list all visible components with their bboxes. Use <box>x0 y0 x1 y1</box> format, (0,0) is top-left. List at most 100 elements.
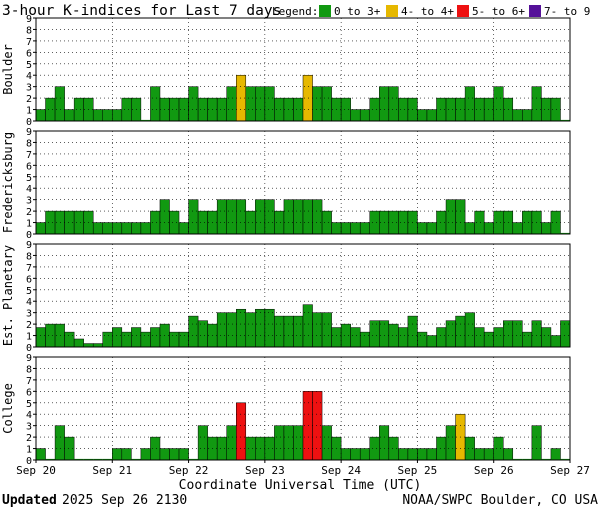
bar <box>531 86 542 122</box>
bar <box>226 86 237 122</box>
bar <box>35 109 46 122</box>
y-tick-label: 3 <box>26 422 32 433</box>
y-tick-label: 9 <box>26 353 32 364</box>
bar <box>236 199 247 235</box>
x-tick-label: Sep 24 <box>321 464 361 477</box>
bar <box>331 222 342 235</box>
bar <box>131 222 142 235</box>
bar <box>321 86 332 122</box>
bar <box>522 109 533 122</box>
bar <box>102 331 113 348</box>
bar <box>121 448 132 461</box>
panel-label: Est. Planetary <box>1 245 15 346</box>
bar <box>483 448 494 461</box>
y-tick-label: 8 <box>26 251 32 262</box>
bar <box>350 109 361 122</box>
y-tick-label: 0 <box>26 230 32 241</box>
bar <box>388 86 399 122</box>
bar <box>245 436 256 461</box>
bar <box>359 448 371 461</box>
bar <box>483 222 494 235</box>
panel-label: Boulder <box>1 44 15 95</box>
legend-item-label: 7- to 9 <box>544 5 590 18</box>
bar <box>436 327 447 348</box>
y-tick-label: 5 <box>26 399 32 410</box>
bar <box>283 425 294 461</box>
bar <box>417 448 428 461</box>
bar <box>112 448 123 461</box>
bar <box>293 97 304 122</box>
bar <box>92 109 104 122</box>
bar <box>541 97 552 122</box>
bar <box>379 320 390 348</box>
x-axis-title: Coordinate Universal Time (UTC) <box>179 478 422 493</box>
bar <box>302 304 313 348</box>
y-tick-label: 7 <box>26 150 32 161</box>
bar <box>455 199 466 235</box>
x-tick-label: Sep 22 <box>169 464 209 477</box>
bar <box>112 109 123 122</box>
bar <box>64 109 75 122</box>
bar <box>73 210 84 235</box>
bar <box>550 448 561 461</box>
bar <box>92 343 104 348</box>
bar <box>503 320 514 348</box>
y-tick-label: 4 <box>26 184 32 195</box>
bar <box>255 199 266 235</box>
y-tick-label: 2 <box>26 320 32 331</box>
y-tick-label: 5 <box>26 173 32 184</box>
bar <box>417 109 428 122</box>
y-tick-label: 6 <box>26 387 32 398</box>
bar <box>159 199 170 235</box>
bar <box>216 97 227 122</box>
bar <box>379 425 390 461</box>
bar <box>464 312 475 348</box>
y-tick-label: 4 <box>26 297 32 308</box>
bar <box>426 222 437 235</box>
bar <box>169 448 180 461</box>
bar <box>264 199 275 235</box>
bar <box>188 86 199 122</box>
bar <box>340 323 351 348</box>
legend-item-label: 4- to 4+ <box>401 5 454 18</box>
bar <box>369 210 380 235</box>
bar <box>45 323 56 348</box>
legend-swatch <box>386 5 398 17</box>
bar <box>407 448 418 461</box>
bar <box>255 86 266 122</box>
bar <box>169 97 180 122</box>
bar <box>398 97 409 122</box>
bar <box>474 448 485 461</box>
bar <box>226 425 237 461</box>
y-tick-label: 7 <box>26 376 32 387</box>
credit-text: NOAA/SWPC Boulder, CO USA <box>402 493 598 508</box>
bar <box>178 222 189 235</box>
bar <box>264 86 275 122</box>
bar <box>274 210 285 235</box>
bar <box>321 425 332 461</box>
bar <box>140 222 151 235</box>
y-tick-label: 7 <box>26 37 32 48</box>
bar <box>493 436 504 461</box>
bar <box>522 210 533 235</box>
bar <box>140 448 151 461</box>
y-tick-label: 2 <box>26 207 32 218</box>
bar <box>445 320 456 348</box>
bar <box>407 315 418 348</box>
bar <box>274 97 285 122</box>
y-tick-label: 2 <box>26 94 32 105</box>
bar <box>503 448 514 461</box>
legend-swatch <box>457 5 469 17</box>
x-tick-label: Sep 23 <box>245 464 285 477</box>
bar <box>188 199 199 235</box>
y-tick-label: 7 <box>26 263 32 274</box>
bar <box>92 222 104 235</box>
bar <box>197 320 208 348</box>
bar <box>121 97 132 122</box>
x-tick-label: Sep 26 <box>474 464 514 477</box>
bar <box>226 199 237 235</box>
bar <box>493 210 504 235</box>
legend-item-label: 0 to 3+ <box>334 5 381 18</box>
